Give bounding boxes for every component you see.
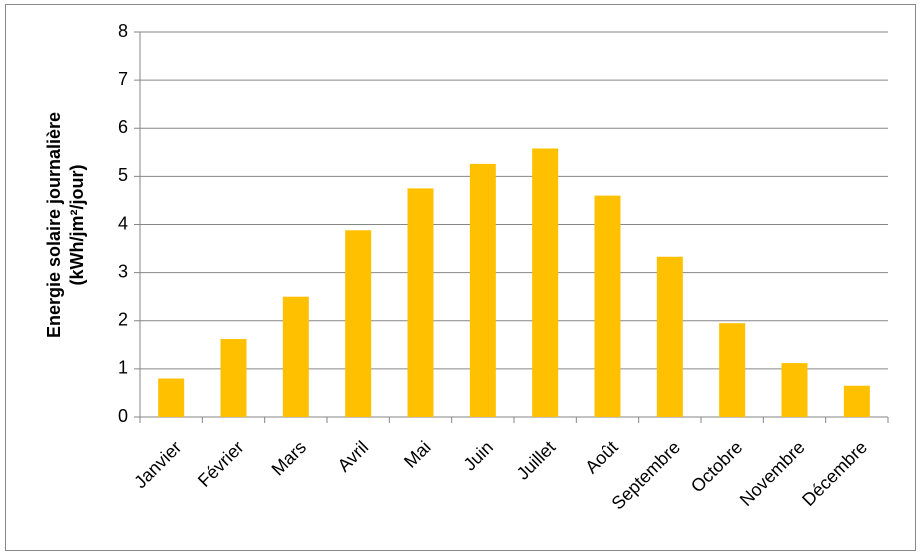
y-tick-label: 1: [118, 358, 128, 378]
y-tick-label: 5: [118, 165, 128, 185]
bar: [594, 195, 621, 417]
y-tick-label: 2: [118, 310, 128, 330]
bar: [220, 339, 247, 417]
bar: [656, 256, 683, 417]
bar: [843, 385, 870, 417]
y-tick-label: 6: [118, 117, 128, 137]
bar: [781, 363, 808, 417]
chart-border: [5, 4, 916, 551]
bar: [345, 230, 372, 417]
y-axis-title: Energie solaire journalière: [44, 112, 64, 338]
y-tick-label: 3: [118, 261, 128, 281]
bar: [282, 296, 309, 417]
y-tick-label: 4: [118, 213, 128, 233]
y-tick-label: 8: [118, 21, 128, 41]
bar: [469, 163, 496, 417]
bar: [407, 188, 434, 417]
y-tick-label: 7: [118, 69, 128, 89]
bar: [719, 323, 746, 417]
bar: [158, 378, 185, 417]
bar: [532, 148, 559, 417]
y-tick-label: 0: [118, 406, 128, 426]
y-axis-title: (kWh/jm²/jour): [67, 165, 87, 286]
